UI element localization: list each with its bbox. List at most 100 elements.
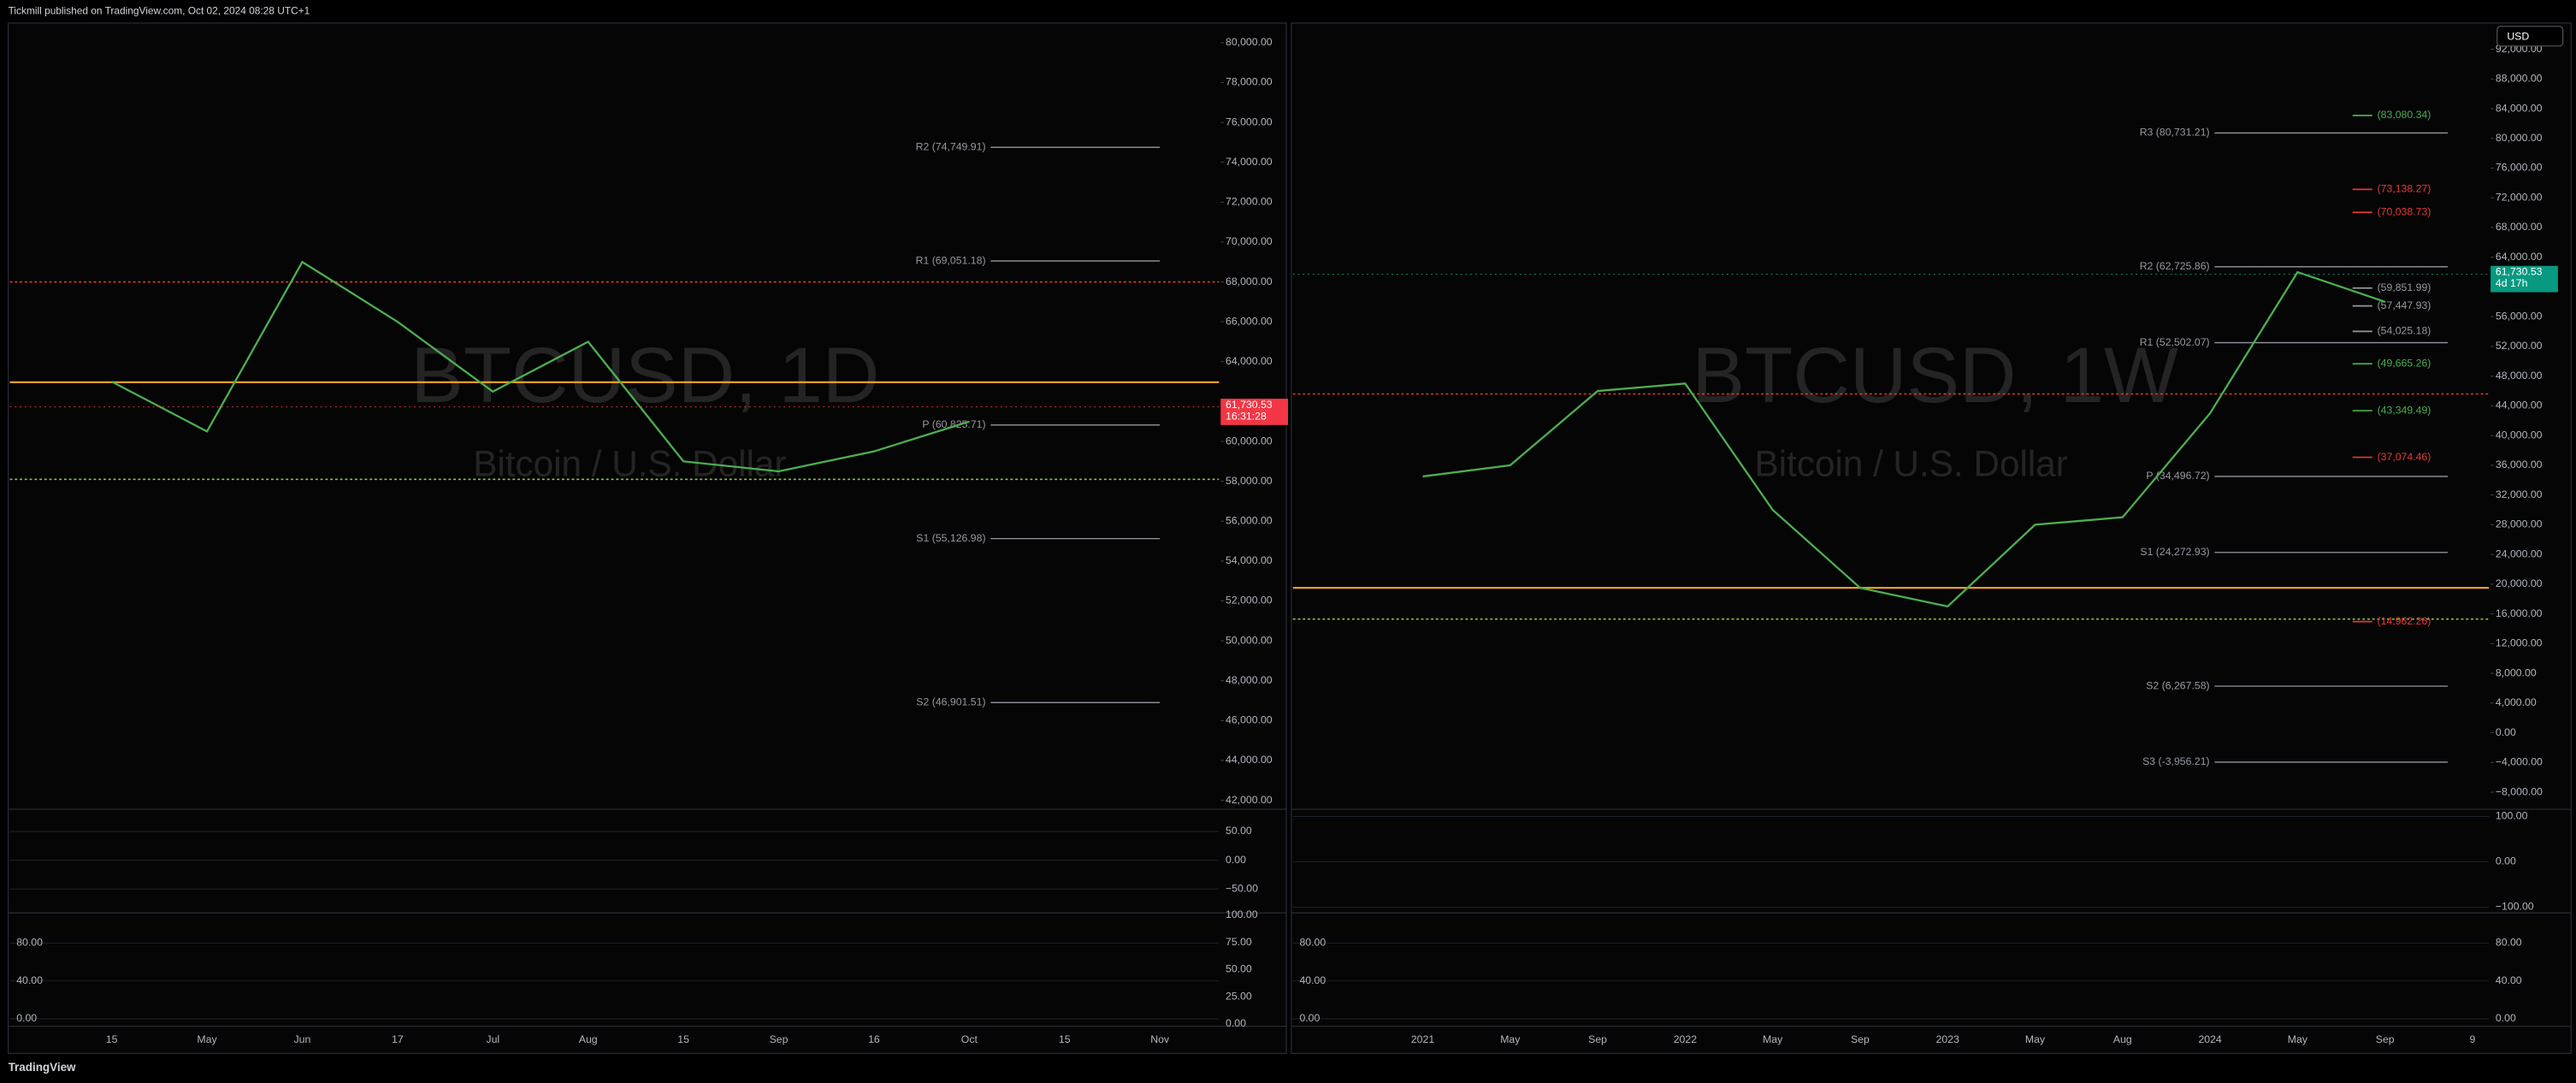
- y-tick-label: 52,000.00: [1226, 595, 1273, 607]
- y-tick-label: −50.00: [1226, 883, 1258, 895]
- left-tick-label: 0.00: [16, 1012, 37, 1024]
- y-tick-label: 50.00: [1226, 825, 1252, 837]
- level-label: (83,080.34): [2378, 109, 2431, 121]
- plots: BTCUSD, 1D Bitcoin / U.S. Dollar 42,000.00…: [9, 26, 2564, 1045]
- y2-tick-label: 100.00: [1226, 908, 1258, 920]
- y-tick-label: 72,000.00: [1226, 196, 1273, 208]
- watermark-title: BTCUSD, 1D: [411, 331, 879, 419]
- x-tick-label: 15: [106, 1033, 118, 1045]
- y-tick-label: 42,000.00: [1226, 794, 1273, 806]
- x-tick-label: 9: [2470, 1033, 2476, 1045]
- separators: [8, 808, 2572, 1027]
- y-tick-label: −100.00: [2496, 901, 2534, 913]
- y-tick-label: 44,000.00: [1226, 754, 1273, 766]
- left-tick-label: 80.00: [1299, 937, 1326, 949]
- level-label: (70,038.73): [2378, 206, 2431, 218]
- y-tick-label: 20,000.00: [2496, 577, 2543, 589]
- pivot-label: R1 (69,051.18): [916, 254, 986, 266]
- y-tick-label: 50,000.00: [1226, 634, 1273, 646]
- pivot-label: R3 (80,731.21): [2140, 127, 2210, 139]
- pivot-label: R2 (74,749.91): [916, 140, 986, 152]
- countdown: 16:31:28: [1226, 410, 1267, 422]
- price-line: [111, 260, 970, 473]
- y-tick-label: 40,000.00: [2496, 429, 2543, 441]
- price-tag-label: 61,730.53: [2496, 266, 2543, 278]
- y-tick-label: 72,000.00: [2496, 191, 2543, 203]
- left-tick-label: 80.00: [16, 937, 43, 949]
- x-tick-label: Sep: [1588, 1033, 1607, 1045]
- countdown: 4d 17h: [2496, 277, 2528, 289]
- y-tick-label: 78,000.00: [1226, 76, 1273, 88]
- level-label: (14,962.26): [2378, 615, 2431, 627]
- left-tick-label: 40.00: [1299, 974, 1326, 986]
- y-tick-label: 8,000.00: [2496, 666, 2537, 678]
- watermark-subtitle: Bitcoin / U.S. Dollar: [1755, 444, 2068, 484]
- price-line: [1422, 270, 2386, 608]
- y-tick-label: 48,000.00: [2496, 370, 2543, 382]
- level-label: (59,851.99): [2378, 281, 2431, 293]
- pivot-label: S2 (46,901.51): [916, 696, 985, 708]
- x-tick-label: May: [1500, 1033, 1521, 1045]
- y-tick-label: 80,000.00: [2496, 132, 2543, 144]
- x-tick-label: Jul: [486, 1033, 499, 1045]
- x-tick-label: 2024: [2198, 1033, 2221, 1045]
- pivot-label: P (60,825.71): [922, 418, 985, 430]
- y-tick-label: 12,000.00: [2496, 637, 2543, 649]
- x-tick-label: 15: [677, 1033, 689, 1045]
- x-tick-label: May: [2288, 1033, 2308, 1045]
- y-tick-label: 0.00: [2496, 726, 2516, 738]
- x-tick-label: Nov: [1150, 1033, 1170, 1045]
- y-tick-label: 4,000.00: [2496, 696, 2537, 708]
- watermark-subtitle: Bitcoin / U.S. Dollar: [473, 444, 786, 484]
- level-label: (43,349.49): [2378, 404, 2431, 416]
- level-label: (37,074.46): [2378, 451, 2431, 463]
- y-tick-label: 46,000.00: [1226, 714, 1273, 726]
- level-label: (57,447.93): [2378, 299, 2431, 311]
- y-tick-label: 56,000.00: [2496, 310, 2543, 322]
- watermark-title: BTCUSD, 1W: [1693, 331, 2179, 419]
- y-tick-label: 28,000.00: [2496, 518, 2543, 530]
- x-tick-label: 16: [868, 1033, 880, 1045]
- y-tick-label: 76,000.00: [2496, 162, 2543, 174]
- y-tick-label: 36,000.00: [2496, 459, 2543, 470]
- y-tick-label: 64,000.00: [1226, 355, 1273, 367]
- x-tick-label: 15: [1059, 1033, 1071, 1045]
- x-tick-label: 2021: [1411, 1033, 1434, 1045]
- pivot-label: P (34,496.72): [2146, 470, 2209, 482]
- pivot-label: S2 (6,267.58): [2146, 679, 2209, 691]
- x-tick-label: 2023: [1936, 1033, 1959, 1045]
- y-tick-label: 64,000.00: [2496, 251, 2543, 263]
- x-tick-label: May: [2025, 1033, 2046, 1045]
- y-tick-label: 24,000.00: [2496, 547, 2543, 559]
- y-tick-label: 16,000.00: [2496, 607, 2543, 619]
- y2-tick-label: 25.00: [1226, 990, 1252, 1002]
- y-tick-label: −8,000.00: [2496, 785, 2543, 797]
- pivot-label: R2 (62,725.86): [2140, 260, 2210, 272]
- pivot-label: S1 (24,272.93): [2140, 546, 2209, 558]
- right-pane: [1291, 22, 2572, 1054]
- x-tick-label: Sep: [770, 1033, 789, 1045]
- y2-tick-label: 40.00: [2496, 974, 2522, 986]
- x-tick-label: 2022: [1674, 1033, 1697, 1045]
- pivot-label: S1 (55,126.98): [916, 532, 985, 544]
- x-tick-label: Jun: [294, 1033, 311, 1045]
- y-tick-label: 70,000.00: [1226, 235, 1273, 247]
- y-tick-label: 58,000.00: [1226, 475, 1273, 487]
- x-tick-label: 17: [392, 1033, 404, 1045]
- y-tick-label: 0.00: [2496, 855, 2516, 867]
- y-tick-label: 84,000.00: [2496, 102, 2543, 114]
- y-tick-label: 52,000.00: [2496, 340, 2543, 352]
- level-label: (73,138.27): [2378, 183, 2431, 195]
- y2-tick-label: 50.00: [1226, 963, 1252, 975]
- y-tick-label: 100.00: [2496, 810, 2528, 822]
- y-tick-label: 32,000.00: [2496, 488, 2543, 500]
- y-tick-label: 0.00: [1226, 854, 1246, 866]
- y-tick-label: 66,000.00: [1226, 315, 1273, 327]
- left-tick-label: 0.00: [1299, 1012, 1320, 1024]
- y2-tick-label: 80.00: [2496, 937, 2522, 949]
- header: Tickmill published on TradingView.com, O…: [9, 5, 310, 17]
- left-tick-label: 40.00: [16, 974, 43, 986]
- currency: USD: [2507, 31, 2529, 43]
